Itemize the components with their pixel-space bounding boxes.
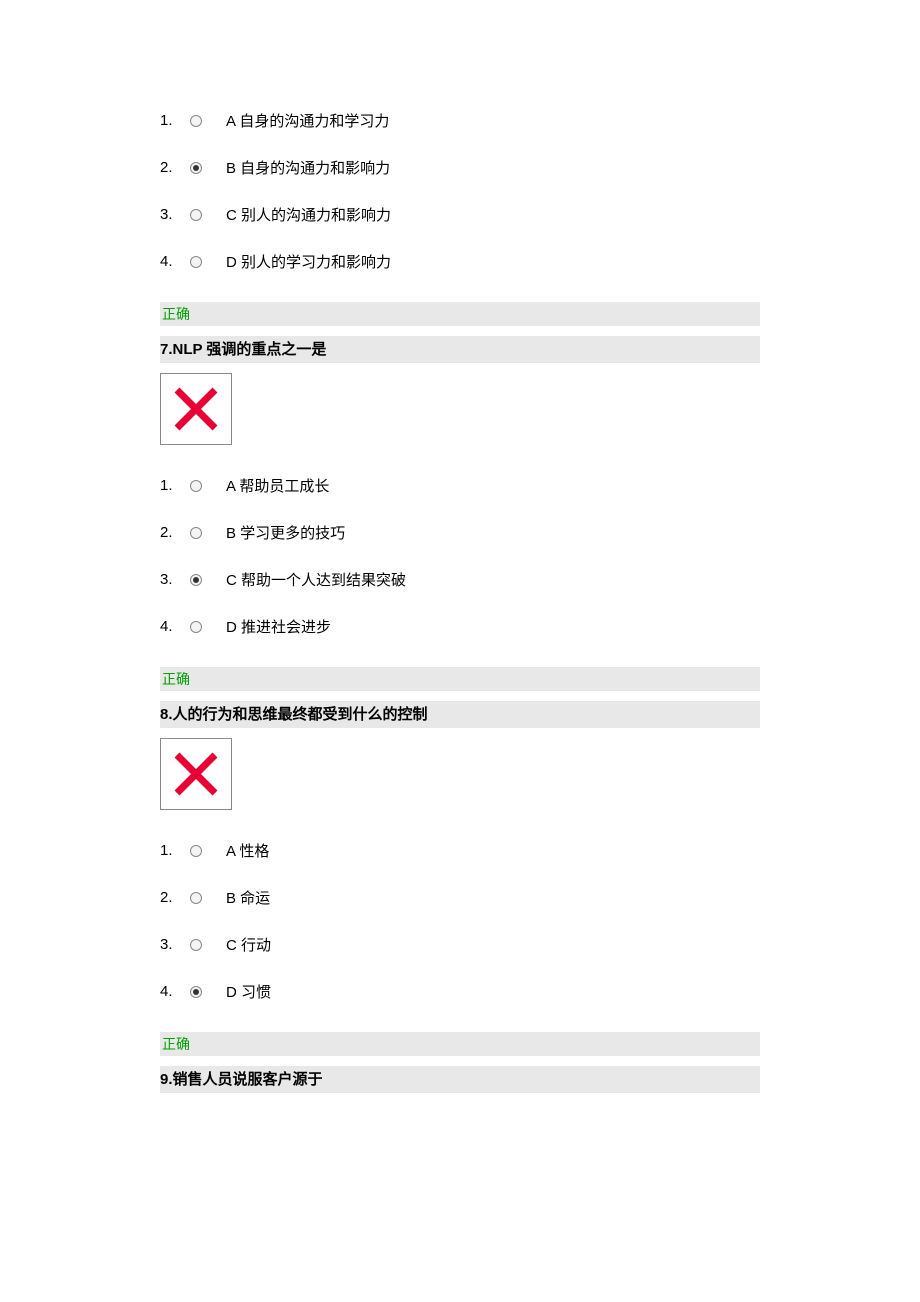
option-text: D 习惯 — [226, 981, 760, 1002]
question-header: 7.NLP 强调的重点之一是 — [160, 336, 760, 363]
option-text: C 帮助一个人达到结果突破 — [226, 569, 760, 590]
radio-wrap[interactable] — [190, 480, 220, 492]
question-title: 销售人员说服客户源于 — [173, 1071, 323, 1088]
options-list: 1. A 自身的沟通力和学习力 2. B 自身的沟通力和影响力 3. C 别人的… — [160, 110, 760, 272]
question-number: 7. — [160, 341, 173, 358]
option-item[interactable]: 2. B 命运 — [160, 887, 760, 908]
radio-icon — [190, 480, 202, 492]
option-text: D 别人的学习力和影响力 — [226, 251, 760, 272]
radio-icon — [190, 574, 202, 586]
radio-wrap[interactable] — [190, 256, 220, 268]
question-title: 人的行为和思维最终都受到什么的控制 — [173, 706, 428, 723]
option-item[interactable]: 1. A 自身的沟通力和学习力 — [160, 110, 760, 131]
option-number: 1. — [160, 842, 190, 859]
option-text: A 帮助员工成长 — [226, 475, 760, 496]
status-label: 正确 — [160, 306, 192, 322]
x-icon-box — [160, 373, 232, 445]
question-block: 8.人的行为和思维最终都受到什么的控制 1. A 性格 2. B 命运 3. C… — [160, 701, 760, 1056]
radio-icon — [190, 892, 202, 904]
radio-icon — [190, 162, 202, 174]
option-number: 4. — [160, 253, 190, 270]
radio-wrap[interactable] — [190, 621, 220, 633]
question-block: 9.销售人员说服客户源于 — [160, 1066, 760, 1093]
radio-icon — [190, 621, 202, 633]
radio-wrap[interactable] — [190, 939, 220, 951]
option-text: B 命运 — [226, 887, 760, 908]
option-number: 3. — [160, 206, 190, 223]
option-item[interactable]: 3. C 帮助一个人达到结果突破 — [160, 569, 760, 590]
option-number: 3. — [160, 936, 190, 953]
option-number: 2. — [160, 524, 190, 541]
radio-icon — [190, 845, 202, 857]
question-header: 9.销售人员说服客户源于 — [160, 1066, 760, 1093]
option-item[interactable]: 4. D 习惯 — [160, 981, 760, 1002]
radio-icon — [190, 527, 202, 539]
radio-icon — [190, 115, 202, 127]
option-item[interactable]: 1. A 帮助员工成长 — [160, 475, 760, 496]
status-row: 正确 — [160, 667, 760, 691]
radio-wrap[interactable] — [190, 845, 220, 857]
option-item[interactable]: 1. A 性格 — [160, 840, 760, 861]
option-item[interactable]: 2. B 自身的沟通力和影响力 — [160, 157, 760, 178]
radio-wrap[interactable] — [190, 162, 220, 174]
radio-wrap[interactable] — [190, 574, 220, 586]
question-number: 9. — [160, 1071, 173, 1088]
option-item[interactable]: 4. D 别人的学习力和影响力 — [160, 251, 760, 272]
option-text: B 自身的沟通力和影响力 — [226, 157, 760, 178]
options-list: 1. A 帮助员工成长 2. B 学习更多的技巧 3. C 帮助一个人达到结果突… — [160, 475, 760, 637]
radio-wrap[interactable] — [190, 986, 220, 998]
x-icon — [171, 749, 221, 799]
status-row: 正确 — [160, 302, 760, 326]
status-row: 正确 — [160, 1032, 760, 1056]
x-icon — [171, 384, 221, 434]
option-text: A 自身的沟通力和学习力 — [226, 110, 760, 131]
option-number: 1. — [160, 112, 190, 129]
question-title: NLP 强调的重点之一是 — [173, 341, 327, 358]
option-text: B 学习更多的技巧 — [226, 522, 760, 543]
status-label: 正确 — [160, 1036, 192, 1052]
option-number: 4. — [160, 983, 190, 1000]
question-number: 8. — [160, 706, 173, 723]
question-block: 7.NLP 强调的重点之一是 1. A 帮助员工成长 2. B 学习更多的技巧 … — [160, 336, 760, 691]
option-item[interactable]: 3. C 行动 — [160, 934, 760, 955]
option-number: 1. — [160, 477, 190, 494]
status-label: 正确 — [160, 671, 192, 687]
option-text: C 别人的沟通力和影响力 — [226, 204, 760, 225]
question-header: 8.人的行为和思维最终都受到什么的控制 — [160, 701, 760, 728]
radio-icon — [190, 939, 202, 951]
radio-icon — [190, 986, 202, 998]
radio-icon — [190, 256, 202, 268]
option-item[interactable]: 3. C 别人的沟通力和影响力 — [160, 204, 760, 225]
option-number: 2. — [160, 159, 190, 176]
option-text: C 行动 — [226, 934, 760, 955]
radio-wrap[interactable] — [190, 209, 220, 221]
option-text: D 推进社会进步 — [226, 616, 760, 637]
option-number: 4. — [160, 618, 190, 635]
option-text: A 性格 — [226, 840, 760, 861]
radio-wrap[interactable] — [190, 527, 220, 539]
options-list: 1. A 性格 2. B 命运 3. C 行动 4. D 习惯 — [160, 840, 760, 1002]
question-block: 1. A 自身的沟通力和学习力 2. B 自身的沟通力和影响力 3. C 别人的… — [160, 110, 760, 326]
option-number: 3. — [160, 571, 190, 588]
option-item[interactable]: 4. D 推进社会进步 — [160, 616, 760, 637]
option-number: 2. — [160, 889, 190, 906]
radio-wrap[interactable] — [190, 892, 220, 904]
radio-wrap[interactable] — [190, 115, 220, 127]
option-item[interactable]: 2. B 学习更多的技巧 — [160, 522, 760, 543]
radio-icon — [190, 209, 202, 221]
x-icon-box — [160, 738, 232, 810]
